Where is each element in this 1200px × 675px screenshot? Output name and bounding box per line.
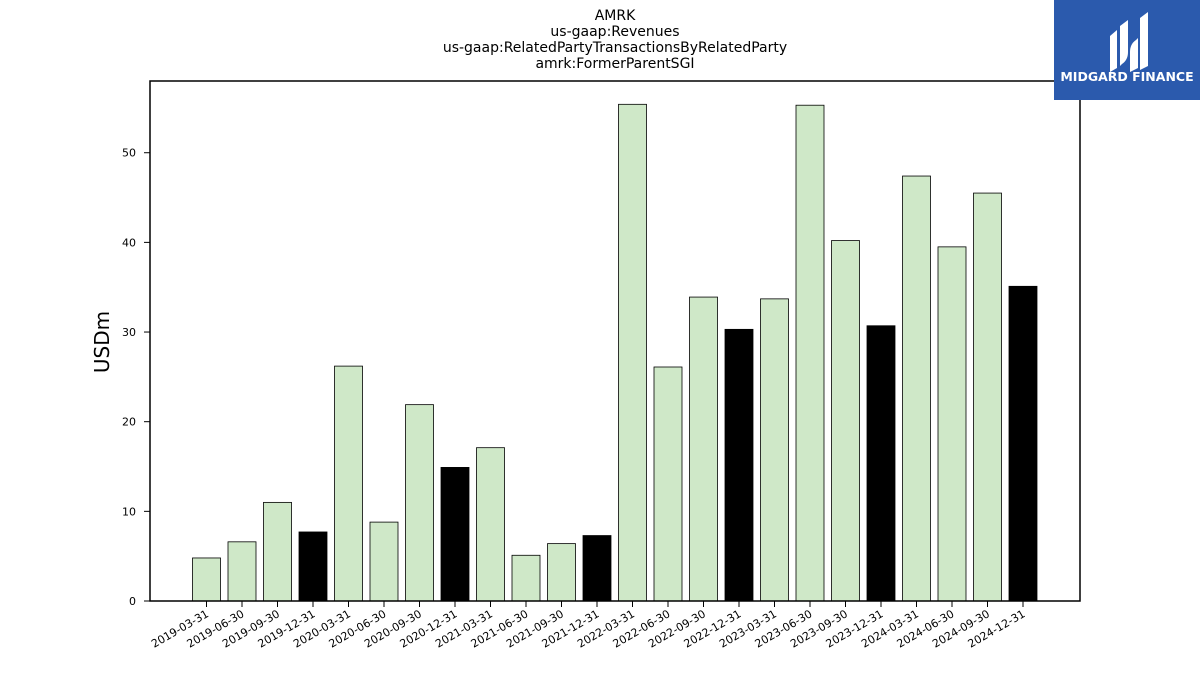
y-tick-label: 10 xyxy=(122,505,136,518)
bar-2020-06-30 xyxy=(369,521,399,602)
bar-2022-12-31 xyxy=(724,328,754,602)
logo-mark-icon xyxy=(1110,12,1148,72)
logo-text: MIDGARD FINANCE xyxy=(1060,69,1193,84)
chart-title-line-4: amrk:FormerParentSGI xyxy=(535,56,694,72)
bar-2021-09-30 xyxy=(547,543,576,602)
chart-title-line-2: us-gaap:Revenues xyxy=(550,24,679,40)
bar-2020-03-31 xyxy=(334,365,363,602)
bar-2023-03-31 xyxy=(760,298,789,602)
y-tick-label: 40 xyxy=(122,236,136,249)
y-tick-label: 0 xyxy=(129,595,136,608)
bar-2022-09-30 xyxy=(689,296,718,602)
plot-frame xyxy=(149,80,1081,602)
chart-title: AMRK us-gaap:Revenues us-gaap:RelatedPar… xyxy=(443,8,787,72)
bar-2023-06-30 xyxy=(795,104,825,602)
bar-2019-03-31 xyxy=(192,557,221,602)
bar-2022-03-31 xyxy=(618,103,647,602)
chart-title-line-1: AMRK xyxy=(595,8,636,24)
y-tick-label: 20 xyxy=(122,416,136,429)
bar-2024-06-30 xyxy=(937,246,967,602)
bar-2021-12-31 xyxy=(582,535,612,602)
bar-2019-09-30 xyxy=(263,501,292,602)
bars-group xyxy=(192,103,1038,602)
bar-2023-12-31 xyxy=(866,325,896,602)
y-tick-label: 30 xyxy=(122,326,136,339)
bar-2024-03-31 xyxy=(902,175,931,602)
bar-2019-12-31 xyxy=(298,531,328,602)
y-axis-label: USDm xyxy=(90,311,114,373)
bar-2019-06-30 xyxy=(227,541,257,602)
x-axis-ticks: 2019-03-312019-06-302019-09-302019-12-31… xyxy=(149,601,1028,651)
y-tick-label: 50 xyxy=(122,147,136,160)
bar-2024-09-30 xyxy=(973,192,1002,602)
y-axis-ticks: 0 10 20 30 40 50 xyxy=(122,147,150,608)
bar-2024-12-31 xyxy=(1008,285,1038,602)
bar-2020-09-30 xyxy=(405,404,434,602)
bar-2021-06-30 xyxy=(511,554,541,602)
chart-title-line-3: us-gaap:RelatedPartyTransactionsByRelate… xyxy=(443,40,787,56)
bar-2023-09-30 xyxy=(831,240,860,602)
bar-2021-03-31 xyxy=(476,447,505,602)
midgard-finance-logo: MIDGARD FINANCE xyxy=(1054,0,1200,100)
bar-2020-12-31 xyxy=(440,467,470,602)
bar-2022-06-30 xyxy=(653,366,683,602)
